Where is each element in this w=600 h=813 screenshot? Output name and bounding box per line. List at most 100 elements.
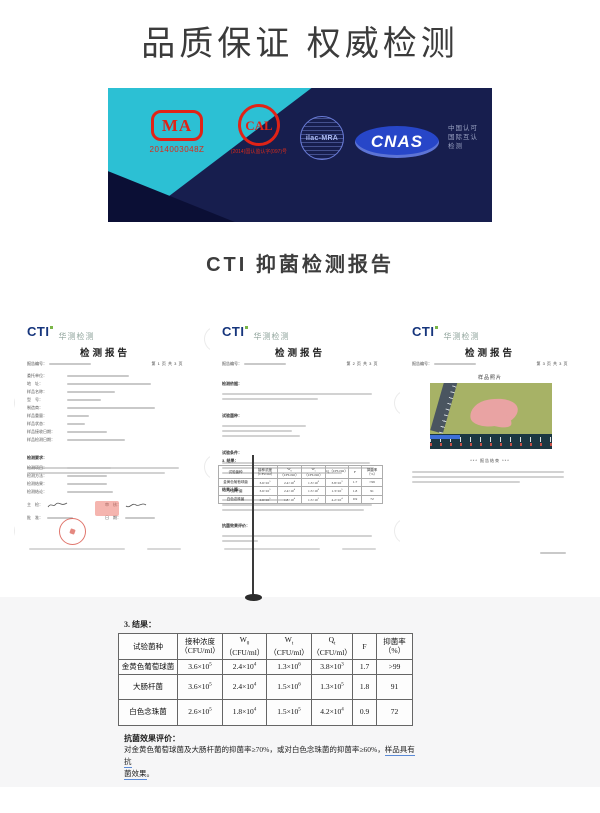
form-row: 样品接收日期：: [27, 428, 183, 436]
table-header-cell: W0 （CFU/ml）: [222, 633, 267, 660]
form-row: 型 号：: [27, 396, 183, 404]
table-cell: 1.3×105: [311, 673, 353, 700]
mini-eval-label: 抗菌效果评价：: [222, 523, 250, 528]
table-cell: 72: [361, 494, 383, 504]
evaluation-underlined-1: 样品具有抗: [124, 745, 415, 768]
table-cell: 3.6×105: [177, 658, 223, 675]
form-row: 检测方法：: [27, 472, 183, 480]
date-bar: [125, 516, 155, 519]
bottom-ruler: [430, 434, 552, 449]
report-no-bar: [49, 363, 91, 365]
table-cell: 1.7: [348, 477, 362, 488]
brand-name: 华测检测: [253, 332, 290, 341]
red-seal-icon: [59, 518, 86, 545]
text-line-bar: [412, 476, 564, 478]
table-cell: 1.7: [352, 658, 377, 675]
table-cell: 1.8×104: [222, 698, 267, 726]
table-cell: 1.8×104: [277, 494, 302, 504]
table-header-cell: Wt （CFU/ml）: [266, 633, 312, 660]
text-line-bar: [222, 430, 292, 432]
results-panel: 3. 结果： 试验菌种 接种浓度 （CFU/ml） W0 （CFU/ml） Wt （CFU/…: [0, 597, 600, 787]
results-section-label: 3. 结果：: [124, 620, 156, 629]
doc-footer: [29, 548, 181, 550]
mini-results-label: 3. 结果：: [222, 458, 239, 463]
section-heading: CTI 抑菌检测报告: [206, 254, 394, 276]
form-row: 检测结果：: [27, 480, 183, 488]
doc-title: 检测报告: [274, 349, 325, 359]
cma-mark-icon: MA: [150, 110, 204, 141]
table-cell: 2.4×104: [277, 477, 302, 488]
form-row: 制造商：: [27, 404, 183, 412]
table-cell: 2.4×104: [277, 486, 302, 496]
brand-name: 华测检测: [443, 332, 480, 341]
text-line-bar: [222, 540, 258, 542]
report-meta-row: 报告编号： 第 3 页 共 3 页: [412, 361, 568, 367]
text-line-bar: [222, 393, 372, 395]
doc-title: 检测报告: [79, 349, 130, 359]
sample-photo-label: 样品照片: [477, 375, 502, 381]
table-row: 金黄色葡萄球菌 3.6×105 2.4×104 1.3×106 3.8×103 1.7 >9…: [218, 477, 383, 488]
cti-logo: CTI: [27, 324, 50, 339]
evaluation-line1: 对金黄色葡萄球菌及大肠杆菌的抑菌率≥70%，或对白色念珠菌的抑菌率≥60%，: [124, 745, 385, 754]
table-header-cell: Qt（CFU/ml）: [311, 633, 353, 660]
fineprint-block: [412, 468, 568, 483]
footer-logo-bar: [147, 548, 181, 550]
cti-logo-row: CTI 华测检测: [222, 325, 290, 344]
table-cell: 1.8: [348, 486, 362, 496]
table-row: 白色念珠菌 2.6×105 1.8×104 1.5×105 4.2×104 0.9 72: [218, 494, 383, 504]
table-cell: 1.3×106: [266, 658, 312, 675]
evaluation-period: 。: [146, 769, 155, 778]
report-meta-row: 报告编号： 第 1 页 共 3 页: [27, 361, 183, 367]
evaluation-title: 抗菌效果评价：: [124, 734, 180, 743]
table-cell: 1.3×105: [325, 486, 349, 496]
mini-eval-block: 抗菌效果评价：: [222, 514, 378, 542]
table-cell: 大肠杆菌: [118, 673, 178, 700]
cti-green-dot-icon: [50, 326, 54, 329]
table-cell: 3.6×105: [252, 477, 278, 488]
table-cell: 2.6×105: [252, 494, 278, 504]
table-header-cell: F: [348, 465, 362, 479]
cnas-logo: CNAS: [354, 126, 440, 158]
table-header-cell: F: [352, 633, 377, 660]
page-indicator: 第 2 页 共 3 页: [346, 361, 378, 366]
ilac-globe-icon: ilac-MRA: [300, 116, 344, 160]
report-no-label: 报告编号：: [222, 361, 242, 366]
table-cell: 大肠杆菌: [218, 486, 253, 496]
magnifier-pin-head: [245, 594, 262, 601]
report-meta-row: 报告编号： 第 2 页 共 3 页: [222, 361, 378, 367]
cti-green-dot-icon: [245, 326, 249, 329]
footer-logo-bar: [540, 552, 566, 554]
text-line-bar: [222, 462, 370, 464]
cti-logo-row: CTI 华测检测: [27, 324, 94, 344]
form-row: 检测项目：: [27, 464, 183, 472]
magnifier-pin-line: [252, 455, 254, 596]
cnas-mark-icon: CNAS: [355, 126, 439, 158]
cal-number: (2014)国认监认字(097)号: [230, 149, 288, 155]
footer-text-bar: [29, 548, 125, 550]
form-row: 样品重量：: [27, 412, 183, 420]
text-line-bar: [222, 535, 372, 537]
table-row: 金黄色葡萄球菌 3.6×105 2.4×104 1.3×106 3.8×103 1.7 >9…: [118, 658, 413, 675]
ilac-mra-logo: ilac-MRA: [298, 116, 346, 165]
table-cell: 2.6×105: [177, 698, 223, 726]
doc-footer: [224, 548, 376, 550]
table-cell: 3.6×105: [177, 673, 223, 700]
table-cell: 0.9: [348, 494, 362, 504]
blue-strip: [430, 435, 460, 439]
table-header-cell: 接种浓度 （CFU/ml）: [177, 633, 223, 660]
form-row: 检测结论：: [27, 488, 183, 496]
report-end-text: *** 报告结束 ***: [470, 458, 510, 463]
text-line-bar: [412, 481, 520, 483]
table-cell: 2.4×104: [222, 658, 267, 675]
table-cell: 4.2×104: [325, 494, 349, 504]
cti-logo: CTI: [412, 324, 435, 339]
table-row: 白色念珠菌 2.6×105 1.8×104 1.5×105 4.2×104 0.9 72: [118, 698, 413, 726]
cnas-caption: 中国认可 国际互认 检测: [448, 125, 478, 150]
table-cell: 3.6×105: [252, 486, 278, 496]
report-no-label: 报告编号：: [27, 361, 47, 366]
form-row: 地 址：: [27, 380, 183, 388]
table-header-cell: 接种浓度 （CFU/ml）: [252, 465, 278, 479]
table-cell: 白色念珠菌: [118, 698, 178, 726]
report-no-bar: [244, 363, 286, 365]
sample-photo: [430, 383, 552, 449]
